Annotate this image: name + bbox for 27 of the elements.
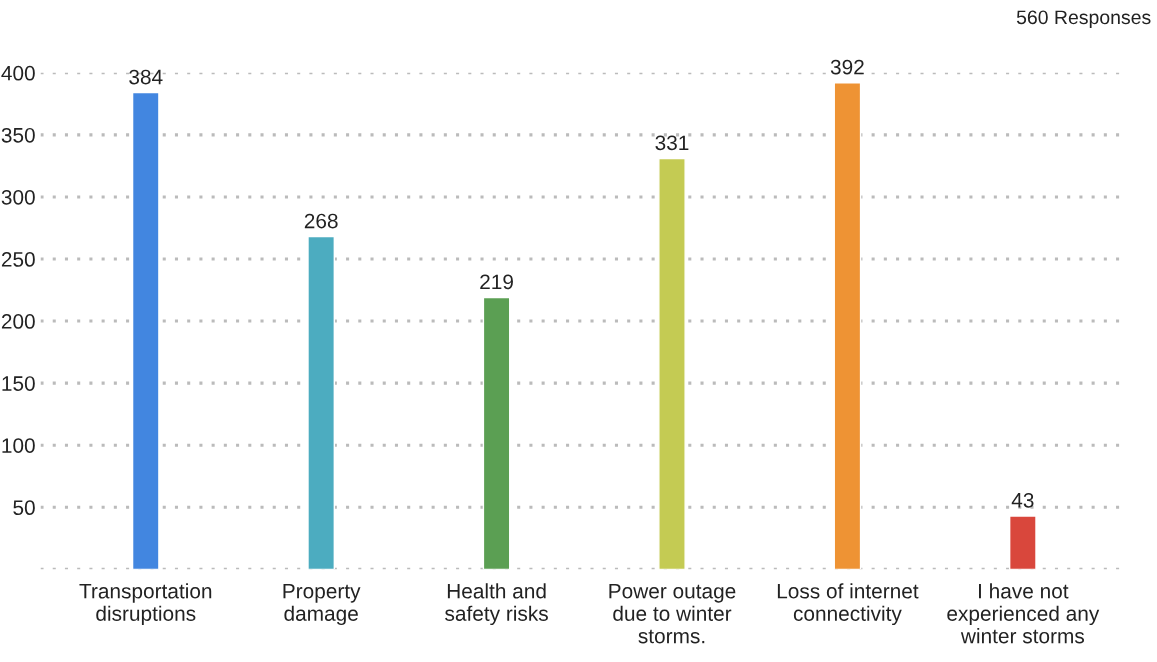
- x-tick-label: I have not experienced any winter storms: [947, 583, 1100, 644]
- data-label: 268: [304, 213, 338, 229]
- x-tick-label: Loss of internet connectivity: [777, 583, 919, 626]
- data-label: 331: [655, 135, 689, 151]
- data-label: 384: [129, 69, 163, 85]
- bar: [1008, 515, 1037, 570]
- data-label: 219: [480, 274, 513, 290]
- y-tick-label: 100: [2, 438, 35, 453]
- bar: [482, 296, 511, 570]
- y-tick-label: 250: [1, 252, 35, 267]
- bar: [307, 235, 336, 570]
- data-label: 43: [1011, 492, 1034, 508]
- x-tick-label: Transportation disruptions: [79, 583, 212, 626]
- data-label: 392: [830, 59, 864, 75]
- bar: [131, 91, 160, 570]
- x-tick-label: Power outage due to winter storms.: [609, 583, 736, 644]
- y-tick-label: 350: [1, 127, 35, 143]
- bar: [658, 157, 686, 570]
- bar: [833, 82, 862, 570]
- y-tick-label: 200: [1, 314, 35, 329]
- y-tick-label: 150: [2, 376, 35, 391]
- x-tick-label: Health and safety risks: [445, 583, 548, 626]
- x-tick-label: Property damage: [283, 583, 361, 626]
- y-tick-label: 300: [1, 189, 35, 205]
- y-tick-label: 400: [1, 65, 35, 81]
- y-tick-label: 50: [13, 500, 35, 516]
- text: 560 Responses: [1016, 10, 1151, 29]
